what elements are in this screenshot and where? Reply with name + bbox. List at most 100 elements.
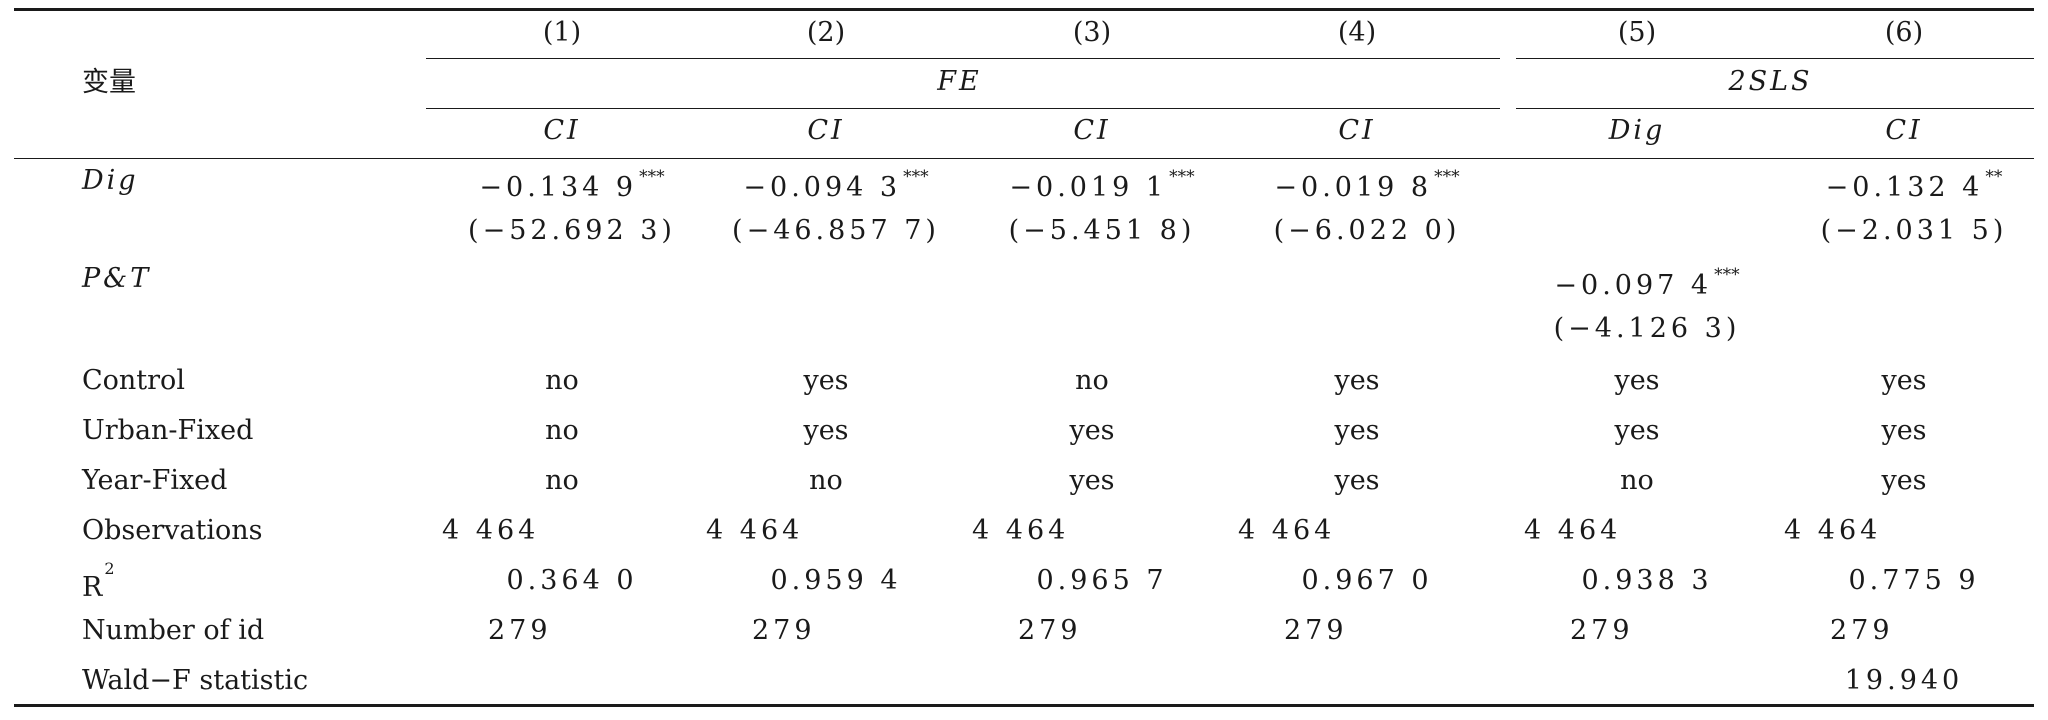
control-value: yes (1334, 364, 1379, 398)
number-of-id-value-text: 279 (1018, 615, 1082, 646)
year-fixed-value-text: no (545, 465, 579, 496)
control-value-text: yes (1334, 365, 1380, 396)
row-label-year-fixed-text: Year-Fixed (82, 465, 228, 496)
pt-coef-text: −0.097 4 (1554, 270, 1713, 301)
r2-value: 0.967 0 (1301, 564, 1432, 598)
year-fixed-value: yes (1881, 464, 1926, 498)
urban-fixed-value: yes (1334, 414, 1379, 448)
control-value-text: no (545, 365, 579, 396)
column-number-rule-2sls (1516, 58, 2034, 59)
row-label-control: Control (82, 364, 185, 398)
column-number-1-text: (1) (542, 17, 582, 48)
r2-value-text: 0.775 9 (1848, 565, 1980, 596)
row-label-dig-text: Dig (82, 165, 139, 196)
number-of-id-value-text: 279 (1570, 615, 1634, 646)
dig-coef-text: −0.019 1 (1009, 172, 1168, 203)
row-label-pt: P&T (82, 262, 151, 296)
dig-tstat: (−5.451 8) (1009, 214, 1196, 248)
r2-value: 0.364 0 (506, 564, 637, 598)
r2-value: 0.965 7 (1036, 564, 1167, 598)
row-label-dig: Dig (82, 164, 139, 198)
control-value-text: yes (803, 365, 849, 396)
group-rule-fe (426, 108, 1500, 109)
top-rule (14, 8, 2034, 11)
dig-coef: −0.134 9 *** (479, 164, 664, 205)
dependent-var-6: CI (1885, 114, 1922, 148)
row-label-observations: Observations (82, 514, 263, 548)
significance-stars: *** (1169, 167, 1195, 187)
urban-fixed-value-text: yes (1334, 415, 1380, 446)
number-of-id-value-text: 279 (752, 615, 816, 646)
year-fixed-value-text: yes (1881, 465, 1927, 496)
column-number-5-text: (5) (1617, 17, 1657, 48)
year-fixed-value-text: yes (1069, 465, 1115, 496)
row-label-observations-text: Observations (82, 515, 263, 546)
observations-value-text: 4 464 (442, 515, 540, 546)
superscript: 2 (104, 559, 115, 578)
bottom-rule (14, 704, 2034, 707)
number-of-id-value: 279 (1284, 614, 1348, 648)
control-value: no (1075, 364, 1109, 398)
dig-tstat-text: (−46.857 7) (732, 215, 940, 246)
observations-value-text: 4 464 (1784, 515, 1882, 546)
year-fixed-value: no (809, 464, 843, 498)
observations-value: 4 464 (972, 514, 1069, 548)
dig-tstat: (−6.022 0) (1274, 214, 1461, 248)
significance-stars: *** (639, 167, 665, 187)
group-label-fe: FE (937, 65, 981, 99)
dig-coef-text: −0.134 9 (479, 172, 638, 203)
r2-value-text: 0.965 7 (1036, 565, 1168, 596)
urban-fixed-value-text: no (545, 415, 579, 446)
dig-coef: −0.019 1 *** (1009, 164, 1194, 205)
observations-value-text: 4 464 (972, 515, 1070, 546)
significance-stars: *** (1714, 265, 1740, 285)
year-fixed-value: yes (1069, 464, 1114, 498)
urban-fixed-value: yes (1069, 414, 1114, 448)
control-value: no (545, 364, 579, 398)
row-label-year-fixed: Year-Fixed (82, 464, 227, 498)
dependent-var-1: CI (543, 114, 580, 148)
urban-fixed-value: no (545, 414, 579, 448)
significance-stars: *** (1434, 167, 1460, 187)
row-label-urban-fixed-text: Urban-Fixed (82, 415, 254, 446)
column-number-1: (1) (543, 16, 581, 50)
row-label-r2-text: R (82, 572, 103, 603)
column-number-2: (2) (807, 16, 845, 50)
dig-coef-text: −0.132 4 (1825, 172, 1984, 203)
control-value-text: yes (1881, 365, 1927, 396)
urban-fixed-value: yes (1881, 414, 1926, 448)
number-of-id-value-text: 279 (488, 615, 552, 646)
year-fixed-value-text: no (809, 465, 843, 496)
significance-stars: *** (903, 167, 929, 187)
urban-fixed-value-text: yes (803, 415, 849, 446)
control-value: yes (1881, 364, 1926, 398)
dig-tstat-text: (−2.031 5) (1820, 215, 2008, 246)
row-label-number-of-id: Number of id (82, 614, 264, 648)
r2-value-text: 0.959 4 (770, 565, 902, 596)
row-label-number-of-id-text: Number of id (82, 615, 265, 646)
header-bottom-rule (14, 158, 2034, 159)
r2-value: 0.775 9 (1848, 564, 1979, 598)
significance-stars: ** (1985, 167, 2003, 187)
r2-value-text: 0.364 0 (506, 565, 638, 596)
dependent-var-3: CI (1073, 114, 1110, 148)
regression-table: 变量 (1) (2) (3) (4) (5) (6) FE 2SLS CI CI CI CI Dig CI D… (14, 0, 2034, 720)
dig-tstat-text: (−6.022 0) (1273, 215, 1461, 246)
pt-tstat-text: (−4.126 3) (1553, 313, 1741, 344)
row-label-control-text: Control (82, 365, 185, 396)
dig-tstat: (−2.031 5) (1821, 214, 2008, 248)
dependent-var-5-text: Dig (1608, 115, 1666, 146)
r2-value: 0.959 4 (770, 564, 901, 598)
observations-value: 4 464 (1784, 514, 1881, 548)
number-of-id-value-text: 279 (1830, 615, 1894, 646)
row-label-wald-f-text: Wald−F statistic (82, 665, 309, 696)
group-label-2sls: 2SLS (1728, 65, 1812, 99)
control-value-text: no (1075, 365, 1109, 396)
number-of-id-value: 279 (1018, 614, 1082, 648)
column-number-3: (3) (1073, 16, 1111, 50)
pt-coef: −0.097 4 *** (1554, 262, 1739, 303)
row-label-wald-f: Wald−F statistic (82, 664, 308, 698)
header-variable-label: 变量 (82, 66, 136, 100)
year-fixed-value-text: yes (1334, 465, 1380, 496)
group-rule-2sls (1516, 108, 2034, 109)
